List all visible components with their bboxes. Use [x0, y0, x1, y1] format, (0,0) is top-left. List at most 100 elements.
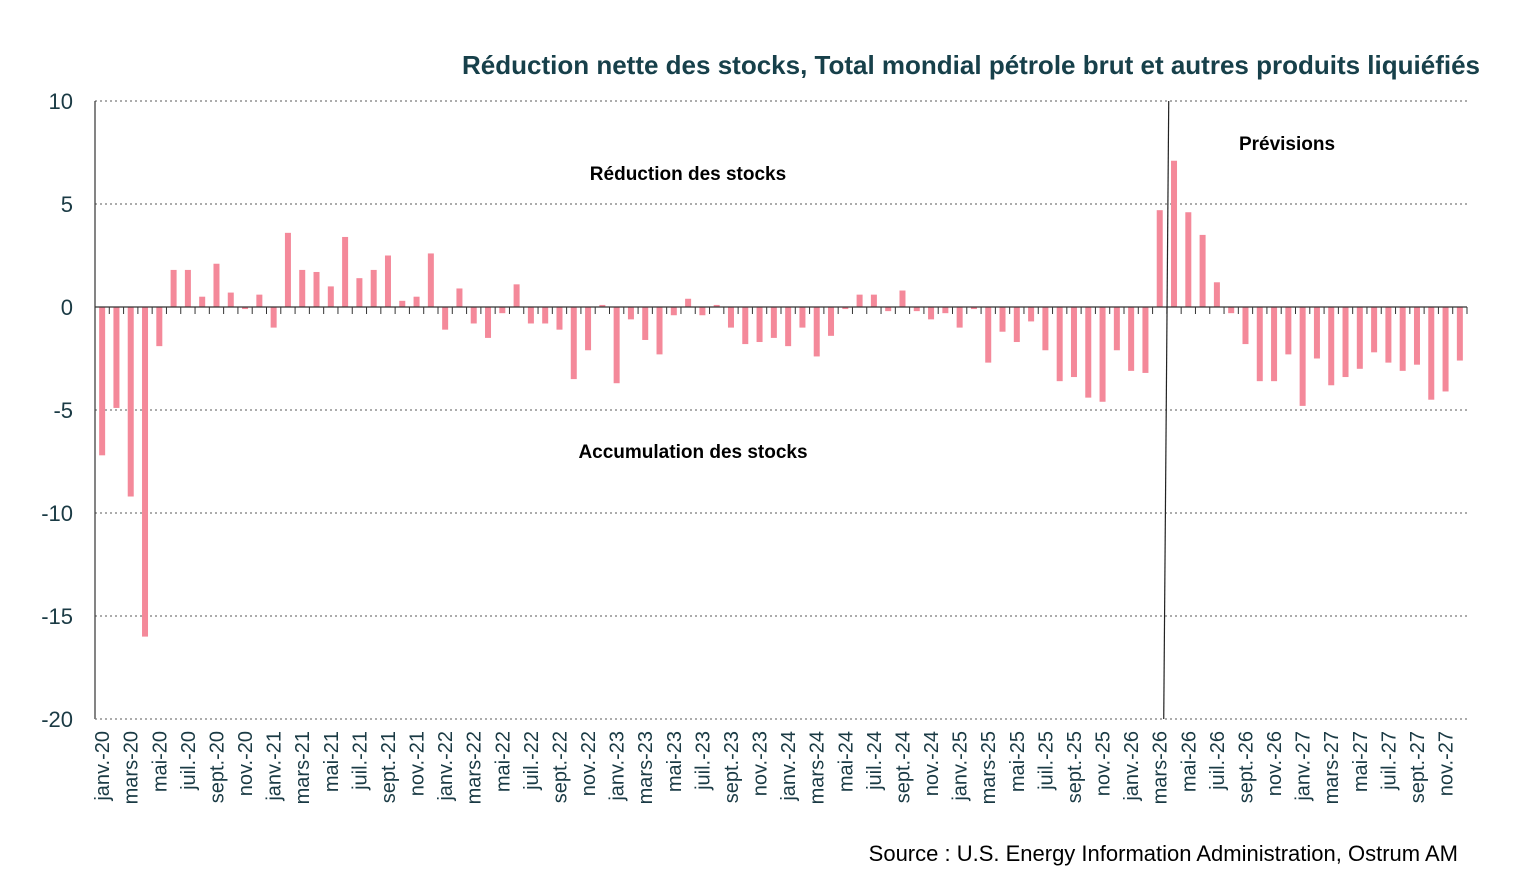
- x-tick-label: mars-25: [978, 731, 1000, 804]
- bar: [956, 307, 963, 328]
- x-tick-label: nov.-26: [1264, 731, 1286, 796]
- y-tick-label: 0: [61, 295, 73, 320]
- x-tick-label: juil.-25: [1035, 731, 1057, 791]
- x-tick-label: sept.-21: [378, 731, 400, 803]
- bar: [1399, 307, 1406, 371]
- x-tick-label: janv.-26: [1121, 731, 1143, 802]
- x-tick-label: mars-23: [635, 731, 657, 804]
- bar: [1156, 210, 1163, 307]
- x-tick-label: nov.-21: [407, 731, 429, 796]
- bar: [399, 300, 406, 307]
- bar: [1142, 307, 1149, 373]
- x-tick-label: sept.-26: [1235, 731, 1257, 803]
- x-tick-label: juil.-24: [864, 731, 886, 791]
- axes: [94, 100, 1468, 720]
- bar: [985, 307, 992, 363]
- bar: [1056, 307, 1063, 382]
- bar: [1285, 307, 1292, 355]
- x-tick-label: janv.-25: [950, 731, 972, 802]
- y-tick-label: -5: [53, 398, 73, 423]
- bar: [1371, 307, 1378, 353]
- bar: [284, 232, 291, 307]
- bar: [1456, 307, 1463, 361]
- x-tick-label: nov.-27: [1436, 731, 1458, 796]
- x-tick-label: janv.-20: [92, 731, 114, 802]
- x-tick-label: sept.-23: [721, 731, 743, 803]
- bar: [942, 307, 949, 314]
- bar: [1028, 307, 1035, 322]
- x-tick-label: nov.-20: [235, 731, 257, 796]
- bar: [1185, 212, 1192, 307]
- annotation-accumulation: Accumulation des stocks: [578, 442, 807, 463]
- x-tick-label: sept.-24: [892, 731, 914, 803]
- bar: [356, 278, 363, 307]
- bar: [127, 307, 134, 497]
- bar: [384, 255, 391, 307]
- bar: [1385, 307, 1392, 363]
- x-tick-label: mai-27: [1350, 731, 1372, 792]
- bar: [785, 307, 792, 347]
- bar: [642, 307, 649, 340]
- bar: [828, 307, 835, 336]
- bar: [113, 307, 120, 408]
- bar: [413, 296, 420, 307]
- bar: [999, 307, 1006, 332]
- bar: [342, 236, 349, 307]
- x-tick-label: mai-20: [149, 731, 171, 792]
- bar: [542, 307, 549, 324]
- x-tick-label: nov.-22: [578, 731, 600, 796]
- x-tick-label: janv.-21: [264, 731, 286, 802]
- bar: [227, 292, 234, 307]
- x-tick-label: mai-24: [835, 731, 857, 792]
- annotation-reduction: Réduction des stocks: [590, 164, 786, 185]
- forecast-divider: [1163, 100, 1170, 720]
- bar: [727, 307, 734, 328]
- bar: [599, 304, 606, 307]
- y-tick-label: -20: [41, 707, 73, 732]
- bar: [770, 307, 777, 338]
- bar: [742, 307, 749, 345]
- x-tick-label: mai-22: [492, 731, 514, 792]
- x-tick-label: mai-21: [321, 731, 343, 792]
- x-tick-label: sept.-25: [1064, 731, 1086, 803]
- bar: [199, 296, 206, 307]
- bar: [299, 269, 306, 307]
- x-tick-label: mars-22: [464, 731, 486, 804]
- bar: [1128, 307, 1135, 371]
- x-tick-label: juil.-20: [178, 731, 200, 791]
- bar: [1099, 307, 1106, 402]
- y-tick-label: -15: [41, 604, 73, 629]
- bar: [470, 307, 477, 324]
- bar: [1242, 307, 1249, 345]
- x-tick-label: mars-24: [807, 731, 829, 804]
- bar: [1356, 307, 1363, 369]
- bar: [756, 307, 763, 343]
- x-tick-label: juil.-23: [692, 731, 714, 791]
- bar: [656, 307, 663, 355]
- x-tick-label: janv.-27: [1293, 731, 1315, 802]
- bar: [842, 307, 849, 310]
- bar: [1085, 307, 1092, 398]
- bar: [427, 253, 434, 307]
- bar: [1213, 282, 1220, 307]
- bar: [613, 307, 620, 384]
- bar: [1428, 307, 1435, 400]
- x-tick-label: juil.-21: [349, 731, 371, 791]
- bar: [670, 307, 677, 316]
- bar: [1328, 307, 1335, 386]
- bar: [556, 307, 563, 330]
- x-tick-label: janv.-23: [607, 731, 629, 802]
- bar: [313, 271, 320, 307]
- bar: [513, 284, 520, 307]
- bar: [1171, 160, 1178, 307]
- bar: [327, 286, 334, 307]
- x-tick-label: mars-20: [121, 731, 143, 804]
- bar: [713, 304, 720, 307]
- bar: [170, 269, 177, 307]
- bar: [1199, 234, 1206, 307]
- y-tick-label: 10: [49, 89, 73, 114]
- bar: [442, 307, 449, 330]
- bar: [270, 307, 277, 328]
- bar: [184, 269, 191, 307]
- x-tick-label: janv.-22: [435, 731, 457, 802]
